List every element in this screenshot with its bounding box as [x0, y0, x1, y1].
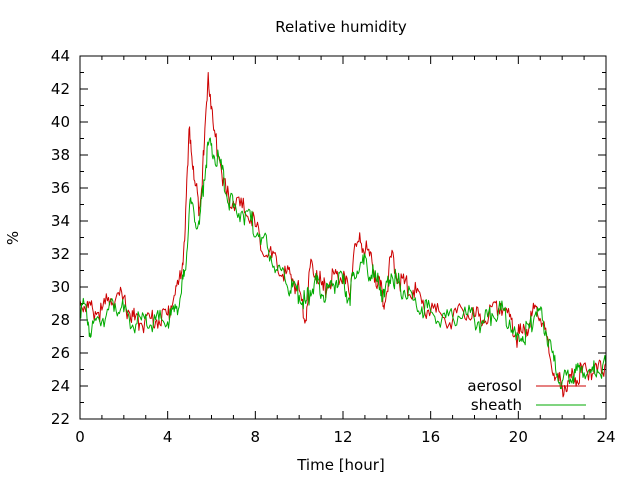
x-tick-label: 20: [509, 428, 528, 446]
x-tick-label: 16: [421, 428, 440, 446]
y-tick-label: 36: [51, 179, 70, 197]
legend-label-aerosol: aerosol: [467, 377, 522, 395]
y-tick-label: 30: [51, 278, 70, 296]
y-tick-label: 24: [51, 377, 70, 395]
x-tick-label: 0: [75, 428, 85, 446]
y-tick-label: 32: [51, 245, 70, 263]
plot-frame: [79, 55, 607, 420]
series-line-sheath: [79, 137, 607, 390]
y-tick-label: 26: [51, 344, 70, 362]
x-tick-label: 12: [333, 428, 352, 446]
y-tick-label: 34: [51, 212, 70, 230]
axes: 22 24 26 28 30 32 34 36 38 40 42 44 0 4 8 12 16 20 24: [51, 47, 616, 446]
y-tick-label: 22: [51, 410, 70, 428]
legend-label-sheath: sheath: [471, 396, 522, 414]
x-axis-label: Time [hour]: [296, 456, 385, 474]
y-tick-label: 44: [51, 47, 70, 65]
y-axis-label: %: [4, 231, 22, 245]
y-tick-label: 40: [51, 113, 70, 131]
y-tick-label: 38: [51, 146, 70, 164]
x-tick-label: 24: [596, 428, 615, 446]
y-tick-label: 28: [51, 311, 70, 329]
x-tick-label: 4: [163, 428, 173, 446]
x-tick-label: 8: [251, 428, 261, 446]
chart-title: Relative humidity: [275, 18, 407, 36]
y-tick-label: 42: [51, 80, 70, 98]
series-line-aerosol: [79, 72, 607, 398]
series-lines: [79, 72, 607, 398]
